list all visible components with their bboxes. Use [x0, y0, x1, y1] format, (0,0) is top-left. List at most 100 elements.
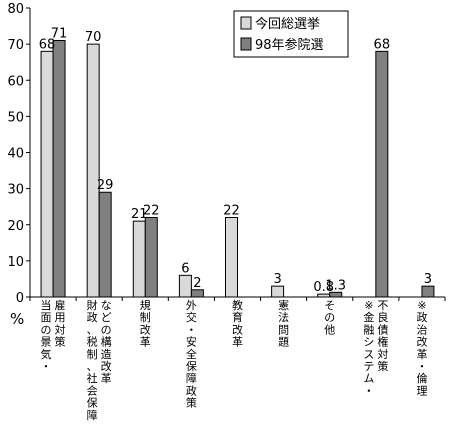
- y-tick-label: 20: [7, 219, 24, 234]
- category-char: 気: [41, 347, 52, 361]
- category-char: の: [324, 311, 335, 324]
- category-label: 規制改革: [140, 298, 151, 349]
- category-char: 障: [186, 371, 197, 385]
- data-label: 22: [143, 204, 160, 219]
- category-char: 対: [377, 347, 388, 361]
- category-char: の: [101, 323, 112, 336]
- category-char: 革: [140, 335, 151, 349]
- category-char: ・: [41, 360, 52, 373]
- category-char: 良: [377, 310, 388, 324]
- category-char: 問: [278, 323, 289, 336]
- category-char: 、: [87, 323, 98, 336]
- data-label: 6: [181, 261, 189, 276]
- y-tick-label: 10: [7, 255, 24, 270]
- category-char: 策: [377, 359, 388, 373]
- category-label: ※政治改革・倫理: [416, 299, 427, 397]
- bar-upper-house-98: [375, 50, 389, 298]
- data-label: 68: [39, 37, 56, 52]
- category-char: 構: [101, 336, 112, 349]
- category-char: 外: [186, 299, 197, 312]
- data-label: 71: [51, 27, 68, 42]
- data-label: 21: [131, 207, 148, 222]
- legend-label: 今回総選挙: [255, 16, 320, 32]
- bar-upper-house-98: [98, 191, 112, 298]
- category-char: 改: [140, 322, 151, 336]
- category-char: 雇: [55, 298, 66, 312]
- category-char: 革: [232, 335, 243, 349]
- data-label: 70: [85, 30, 102, 45]
- category-char: シ: [363, 336, 374, 349]
- category-char: 融: [363, 323, 374, 336]
- category-char: 教: [232, 299, 243, 312]
- category-char: 保: [186, 359, 197, 373]
- category-char: 憲: [278, 298, 289, 312]
- category-char: の: [41, 323, 52, 336]
- bar-upper-house-98: [52, 40, 66, 298]
- data-label: 2: [193, 276, 201, 291]
- category-char: 債: [377, 322, 388, 336]
- category-char: 、: [87, 360, 98, 373]
- data-label: 1.3: [325, 278, 346, 293]
- category-char: 金: [363, 310, 374, 324]
- category-char: 当: [41, 298, 52, 312]
- category-label: などの構造改革: [101, 299, 112, 385]
- category-char: テ: [363, 360, 374, 373]
- category-char: 全: [186, 347, 197, 361]
- category-label: 財政、税制、社会保障: [87, 298, 98, 422]
- bar-upper-house-98: [190, 289, 204, 298]
- category-char: 規: [140, 298, 151, 312]
- bar-current-election: [132, 220, 146, 298]
- bar-current-election: [178, 274, 192, 298]
- category-char: ・: [416, 360, 427, 373]
- legend: 今回総選挙 98年参院選: [233, 10, 349, 58]
- category-char: 面: [41, 311, 52, 324]
- data-label: 3: [424, 272, 432, 287]
- category-char: ※: [417, 299, 426, 312]
- category-char: 会: [87, 384, 98, 397]
- legend-swatch: [240, 37, 252, 51]
- category-char: 育: [232, 310, 243, 324]
- y-tick-label: 50: [7, 110, 24, 125]
- category-char: そ: [324, 299, 335, 312]
- bar-current-election: [225, 217, 238, 298]
- y-tick-label: 30: [7, 183, 24, 198]
- category-label: 教育改革: [232, 299, 243, 349]
- y-tick-label: 0: [16, 291, 24, 306]
- category-char: 不: [377, 299, 388, 312]
- category-char: 安: [186, 335, 197, 349]
- category-char: 対: [55, 322, 66, 336]
- category-char: 倫: [416, 371, 427, 385]
- category-label: その他: [324, 299, 335, 336]
- category-label: 雇用対策: [55, 298, 66, 349]
- bar-upper-house-98: [144, 217, 158, 298]
- data-label: 22: [223, 204, 240, 219]
- category-char: ど: [101, 311, 112, 324]
- category-char: 政: [186, 383, 197, 397]
- category-char: ・: [363, 384, 374, 397]
- category-char: 法: [278, 310, 289, 324]
- category-char: 理: [416, 384, 427, 397]
- data-label: 0.8: [313, 280, 334, 295]
- category-char: ・: [186, 323, 197, 336]
- category-char: 造: [101, 347, 112, 361]
- bar-upper-house-98: [329, 291, 343, 298]
- category-char: ム: [363, 372, 374, 385]
- category-char: な: [101, 299, 112, 312]
- bar-upper-house-98: [421, 285, 435, 298]
- category-char: 革: [101, 371, 112, 385]
- data-label: 29: [97, 178, 114, 193]
- y-tick-label: 80: [7, 2, 24, 17]
- category-char: 策: [186, 396, 197, 410]
- category-char: 税: [87, 335, 98, 349]
- category-char: 用: [55, 311, 66, 324]
- category-char: 治: [416, 322, 427, 336]
- category-char: 財: [87, 298, 98, 312]
- bar-current-election: [40, 50, 54, 298]
- category-char: ※: [364, 299, 373, 312]
- category-char: 策: [55, 335, 66, 349]
- bar-current-election: [86, 43, 100, 298]
- y-tick-label: 70: [7, 38, 24, 53]
- category-char: 改: [101, 359, 112, 373]
- category-char: ス: [363, 348, 374, 361]
- y-tick-label: 60: [7, 74, 24, 89]
